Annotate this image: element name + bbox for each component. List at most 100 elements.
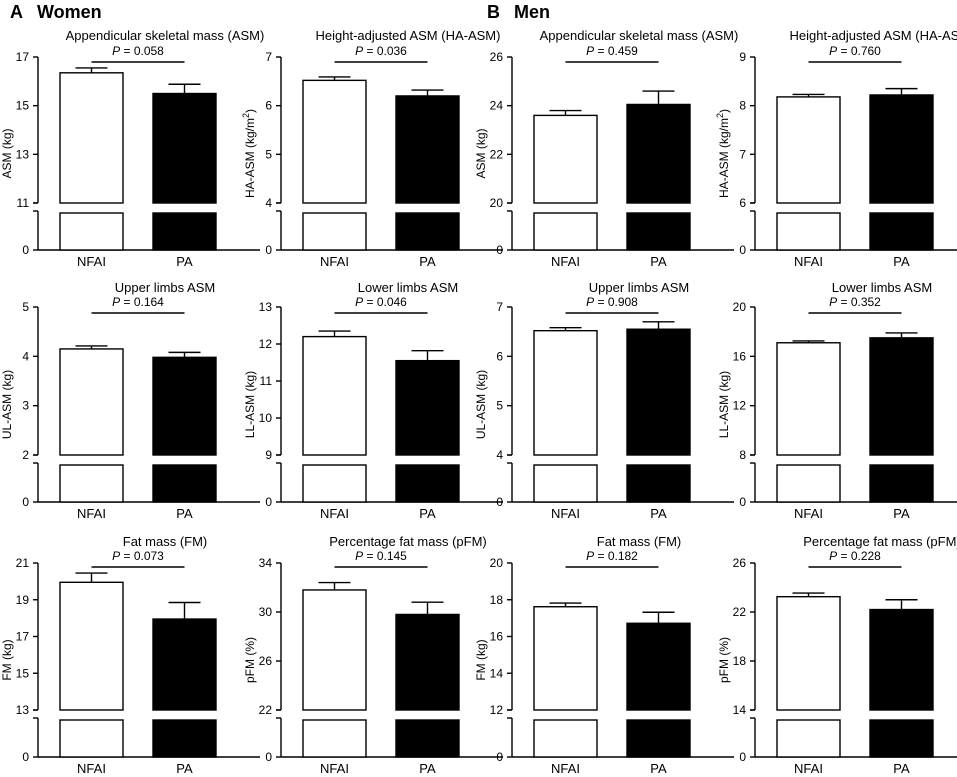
x-category-label: NFAI xyxy=(320,254,349,269)
chart-panel: Lower limbs ASM 20 16 12 8 0 LL-ASM (kg) NFAI PA… xyxy=(717,280,957,521)
p-value-symbol: P xyxy=(586,44,594,58)
y-tick-label: 4 xyxy=(22,349,29,363)
y-tick-label: 2 xyxy=(22,448,29,462)
chart-panel: Fat mass (FM) 21 19 17 15 13 0 FM (kg) NFAI PA P =… xyxy=(0,534,260,776)
chart-panel: Percentage fat mass (pFM) 26 22 18 14 0 pFM (%… xyxy=(717,534,957,776)
panel-letter-b: B xyxy=(487,2,500,22)
chart-title: Upper limbs ASM xyxy=(115,280,215,295)
bar-lower xyxy=(869,212,934,251)
x-category-label: NFAI xyxy=(77,254,106,269)
bar-upper xyxy=(302,79,367,204)
p-value-number: = 0.228 xyxy=(837,549,881,563)
y-tick-label: 11 xyxy=(260,374,273,388)
y-tick-label: 7 xyxy=(265,50,272,64)
p-value-number: = 0.164 xyxy=(120,295,164,309)
bar-lower xyxy=(59,719,124,758)
y-axis-label-text: LL-ASM (kg) xyxy=(717,371,731,438)
bar-lower xyxy=(626,719,691,758)
chart-title: Height-adjusted ASM (HA-ASM) xyxy=(790,28,957,43)
p-value-label: P = 0.760 xyxy=(829,44,881,58)
bar-lower xyxy=(869,464,934,503)
y-axis-label: LL-ASM (kg) xyxy=(243,371,257,438)
x-category-label: PA xyxy=(650,761,667,776)
y-axis-label-text: ASM (kg) xyxy=(0,128,14,178)
y-tick-zero-label: 0 xyxy=(739,495,746,509)
p-value-label: P = 0.058 xyxy=(112,44,164,58)
y-tick-label: 9 xyxy=(739,50,746,64)
y-tick-zero-label: 0 xyxy=(265,495,272,509)
panel-letter-a: A xyxy=(10,2,23,22)
chart-title: Appendicular skeletal mass (ASM) xyxy=(66,28,265,43)
y-tick-label: 19 xyxy=(16,593,30,607)
y-tick-label: 16 xyxy=(490,630,504,644)
y-axis-label-text: LL-ASM (kg) xyxy=(243,371,257,438)
y-tick-label: 3 xyxy=(22,399,29,413)
y-tick-label: 12 xyxy=(490,703,504,717)
bar-upper xyxy=(533,606,598,711)
y-axis-label: HA-ASM (kg/m2) xyxy=(715,109,731,198)
y-axis-label: LL-ASM (kg) xyxy=(717,371,731,438)
x-category-label: PA xyxy=(893,761,910,776)
p-value-label: P = 0.459 xyxy=(586,44,638,58)
y-tick-zero-label: 0 xyxy=(22,495,29,509)
x-category-label: NFAI xyxy=(77,506,106,521)
chart-title: Appendicular skeletal mass (ASM) xyxy=(540,28,739,43)
bar-lower xyxy=(533,464,598,503)
p-value-label: P = 0.228 xyxy=(829,549,881,563)
bar-upper xyxy=(869,608,934,711)
chart-panel: Lower limbs ASM 13 12 11 10 9 0 LL-ASM (kg) NFAI… xyxy=(243,280,503,521)
bar-upper xyxy=(59,581,124,711)
y-axis-label-text: pFM (%) xyxy=(717,637,731,683)
y-tick-label: 4 xyxy=(496,448,503,462)
y-axis-label-text: ASM (kg) xyxy=(474,128,488,178)
y-tick-label: 26 xyxy=(490,50,504,64)
y-axis-label-end: ) xyxy=(717,109,731,113)
x-category-label: NFAI xyxy=(320,506,349,521)
p-value-number: = 0.352 xyxy=(837,295,881,309)
y-axis-label: ASM (kg) xyxy=(0,128,14,178)
y-axis-label: FM (kg) xyxy=(0,639,14,680)
p-value-symbol: P xyxy=(829,549,837,563)
y-tick-label: 8 xyxy=(739,448,746,462)
bar-upper xyxy=(626,103,691,204)
chart-panel: Percentage fat mass (pFM) 34 30 26 22 0 pFM (%… xyxy=(243,534,503,776)
chart-panel: Height-adjusted ASM (HA-ASM) 7 6 5 4 0 HA-ASM … xyxy=(241,28,503,269)
x-category-label: NFAI xyxy=(794,254,823,269)
y-tick-label: 30 xyxy=(259,605,273,619)
p-value-label: P = 0.182 xyxy=(586,549,638,563)
p-value-number: = 0.760 xyxy=(837,44,881,58)
bar-upper xyxy=(776,595,841,711)
x-category-label: NFAI xyxy=(794,761,823,776)
y-tick-label: 18 xyxy=(490,593,504,607)
bar-upper xyxy=(152,356,217,456)
y-tick-label: 21 xyxy=(16,556,30,570)
y-tick-label: 5 xyxy=(496,399,503,413)
p-value-symbol: P xyxy=(586,549,594,563)
y-tick-label: 16 xyxy=(733,349,747,363)
y-axis-label: pFM (%) xyxy=(717,637,731,683)
section-label-men: B Men xyxy=(487,2,550,23)
x-category-label: NFAI xyxy=(551,254,580,269)
chart-panel: Upper limbs ASM 5 4 3 2 0 UL-ASM (kg) NFAI PA P =… xyxy=(0,280,260,521)
bar-upper xyxy=(869,94,934,204)
p-value-number: = 0.908 xyxy=(594,295,638,309)
bar-upper xyxy=(302,335,367,456)
y-tick-zero-label: 0 xyxy=(265,750,272,764)
y-tick-label: 15 xyxy=(16,666,30,680)
y-axis-label-text: UL-ASM (kg) xyxy=(0,370,14,439)
bar-upper xyxy=(395,359,460,456)
bar-lower xyxy=(152,464,217,503)
p-value-number: = 0.058 xyxy=(120,44,164,58)
bar-upper xyxy=(626,622,691,711)
section-title-women: Women xyxy=(37,2,102,22)
x-category-label: NFAI xyxy=(551,761,580,776)
y-tick-zero-label: 0 xyxy=(265,243,272,257)
chart-panel: Appendicular skeletal mass (ASM) 17 15 13 11… xyxy=(0,28,264,269)
y-tick-label: 26 xyxy=(733,556,747,570)
y-axis-label-text: HA-ASM (kg/m xyxy=(243,118,257,198)
bar-lower xyxy=(152,212,217,251)
p-value-number: = 0.459 xyxy=(594,44,638,58)
y-tick-label: 10 xyxy=(259,411,273,425)
y-tick-label: 4 xyxy=(265,196,272,210)
bar-upper xyxy=(152,92,217,204)
